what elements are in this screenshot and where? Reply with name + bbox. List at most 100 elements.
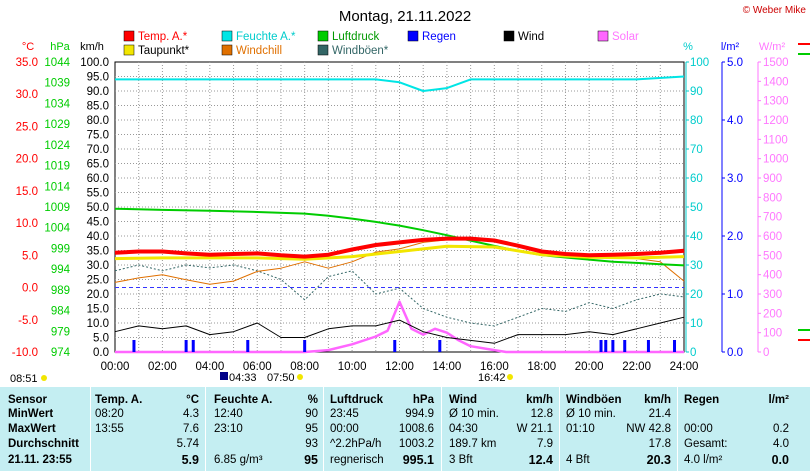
table-column-separator (677, 387, 678, 471)
wind-tick-label: 15.0 (87, 304, 109, 316)
table-cell: 12.8 (530, 408, 553, 420)
solar-tick-label: 300 (763, 289, 782, 301)
table-cell: 0.2 (773, 423, 789, 435)
pressure-tick-label: 994 (51, 264, 71, 276)
legend-label: Temp. A.* (138, 31, 188, 43)
legend-swatch (597, 30, 609, 42)
table-cell: 12.4 (528, 453, 553, 467)
sun-icon (41, 375, 47, 381)
humidity-tick-label: 10 (690, 318, 703, 330)
table-header: Sensor (8, 394, 47, 406)
pressure-tick-label: 1019 (44, 161, 70, 173)
table-cell: 00:00 (330, 423, 359, 435)
table-cell: 3 Bft (449, 454, 473, 466)
weather-chart: °C -10.0 -5.0 0.0 5.0 10.0 15.0 20.0 25.0 30.0 35.… (10, 5, 810, 385)
humidity-tick-label: 50 (690, 202, 703, 214)
rain-bar (438, 340, 442, 352)
humidity-tick-label: 70 (690, 144, 703, 156)
solar-tick-label: 600 (763, 231, 782, 243)
series-line-solar (115, 300, 684, 354)
table-cell: Ø 10 min. (566, 408, 616, 420)
table-cell: Ø 10 min. (449, 408, 499, 420)
rain-bar (623, 340, 627, 352)
legend-swatch (123, 30, 135, 42)
rain-tick-label: 0.0 (727, 347, 743, 359)
sun-icon (297, 374, 303, 380)
temp-tick-label: 0.0 (22, 283, 38, 295)
table-row-label: Durchschnitt (8, 438, 79, 450)
wind-tick-label: 95.0 (87, 72, 109, 84)
solar-tick-label: 1300 (763, 96, 789, 108)
rain-bar (191, 340, 195, 352)
humidity-tick-label: 100 (690, 57, 709, 69)
humidity-axis-unit: % (683, 41, 693, 53)
pressure-axis-unit: hPa (50, 41, 70, 53)
table-cell: 95 (304, 453, 318, 467)
table-cell: 95 (305, 423, 318, 435)
wind-tick-label: 10.0 (87, 318, 109, 330)
solar-tick-label: 100 (763, 328, 782, 340)
pressure-tick-label: 999 (51, 243, 70, 255)
series-line-wind (114, 316, 685, 344)
pressure-tick-label: 1029 (44, 119, 70, 131)
rain-tick-label: 1.0 (727, 289, 743, 301)
pressure-tick-label: 1034 (44, 98, 70, 110)
x-tick-label: 02:00 (148, 361, 177, 373)
statistics-table: Sensor Temp. A. °C Feuchte A.% Luftdruck hPa W… (0, 387, 810, 471)
legend-label: Taupunkt* (138, 45, 190, 57)
solar-tick-label: 700 (763, 212, 782, 224)
rain-bar (132, 340, 136, 352)
table-cell: 93 (305, 438, 318, 450)
rain-bar (604, 340, 608, 352)
rain-bar (246, 340, 250, 352)
table-header: °C (186, 394, 199, 406)
table-column-separator (559, 387, 560, 471)
solar-tick-label: 400 (763, 270, 782, 282)
wind-tick-label: 20.0 (87, 289, 109, 301)
legend-label: Luftdruck (332, 31, 380, 43)
temp-tick-label: -10.0 (12, 347, 38, 359)
moonrise-time-label: 04:33 (229, 372, 257, 384)
wind-tick-label: 60.0 (87, 173, 109, 185)
table-cell: W 21.1 (516, 423, 553, 435)
rain-bar (611, 340, 615, 352)
table-cell: 1003.2 (398, 438, 434, 450)
legend-swatch (407, 30, 419, 42)
x-tick-label: 18:00 (527, 361, 556, 373)
table-header: % (307, 394, 318, 406)
table-cell: 13:55 (95, 423, 124, 435)
legend-swatch (317, 30, 329, 42)
humidity-tick-label: 20 (690, 289, 703, 301)
humidity-tick-label: 90 (690, 86, 703, 98)
sun-icon (507, 374, 513, 380)
pressure-tick-label: 989 (51, 285, 70, 297)
sunrise-time-label: 08:51 (10, 373, 38, 385)
wind-tick-label: 5.0 (93, 333, 109, 345)
table-cell: Gesamt: (684, 438, 728, 450)
temp-tick-label: 25.0 (16, 121, 38, 133)
legend-swatch (221, 30, 233, 42)
table-header: Luftdruck (330, 394, 384, 406)
table-header: Windböen (566, 394, 622, 406)
humidity-tick-label: 80 (690, 115, 703, 127)
table-header: l/m² (768, 394, 789, 406)
table-column-separator (205, 387, 206, 471)
table-cell: 189.7 km (449, 438, 497, 450)
wind-tick-label: 100.0 (80, 57, 109, 69)
table-header: Regen (684, 394, 720, 406)
wind-tick-label: 50.0 (87, 202, 109, 214)
table-cell: 7.6 (183, 423, 199, 435)
table-cell: 4.0 l/m² (684, 454, 723, 466)
legend-swatch (317, 44, 329, 56)
solar-tick-label: 800 (763, 192, 782, 204)
sunset-time-label: 16:42 (478, 372, 506, 384)
wind-tick-label: 45.0 (87, 217, 109, 229)
wind-tick-label: 65.0 (87, 159, 109, 171)
solar-tick-label: 1200 (763, 115, 789, 127)
wind-tick-label: 35.0 (87, 246, 109, 258)
table-cell: 7.9 (537, 438, 553, 450)
solar-tick-label: 1100 (763, 134, 788, 146)
table-cell: 4.3 (183, 408, 199, 420)
table-cell: 5.74 (176, 438, 199, 450)
legend-swatch (123, 44, 135, 56)
